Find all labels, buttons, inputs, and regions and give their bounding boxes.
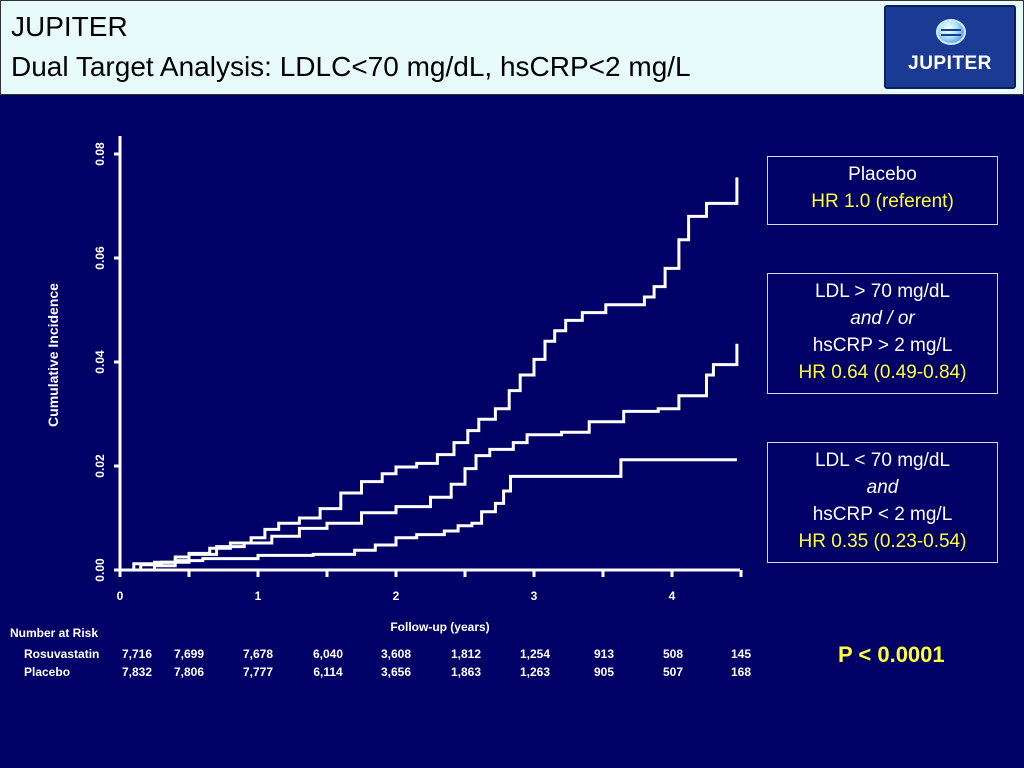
at-risk-cell: 7,699 [174, 647, 204, 661]
at-risk-row-label: Placebo [24, 665, 70, 679]
high-ldl-or-crp-curve [120, 343, 739, 572]
at-risk-cell: 1,812 [451, 647, 481, 661]
legend-label-crp-lt-2: hsCRP < 2 mg/L [812, 504, 953, 525]
x-tick-label: 1 [255, 589, 262, 603]
jupiter-logo: JUPITER [884, 5, 1016, 89]
at-risk-cell: 168 [731, 665, 751, 679]
y-tick-label: 0.06 [93, 246, 107, 270]
at-risk-cell: 1,263 [520, 665, 550, 679]
legend-label-and-or: and / or [850, 308, 915, 329]
legend-box-low-ldl-and-crp: LDL < 70 mg/dL and hsCRP < 2 mg/L HR 0.3… [767, 442, 998, 563]
x-tick-label: 0 [117, 589, 124, 603]
slide-header: JUPITER Dual Target Analysis: LDLC<70 mg… [0, 0, 1024, 95]
legend-box-placebo: Placebo HR 1.0 (referent) [767, 156, 998, 225]
y-tick-label: 0.04 [93, 350, 107, 374]
x-tick-label: 2 [393, 589, 400, 603]
slide-title: JUPITER [11, 11, 128, 42]
at-risk-cell: 6,114 [313, 665, 343, 679]
legend-label-and: and [866, 477, 899, 498]
legend-label-placebo: Placebo [848, 164, 917, 185]
legend-box-high-ldl-or-crp: LDL > 70 mg/dL and / or hsCRP > 2 mg/L H… [767, 273, 998, 394]
at-risk-cell: 508 [663, 647, 683, 661]
y-axis-title: Cumulative Incidence [45, 283, 61, 427]
at-risk-cell: 905 [594, 665, 614, 679]
at-risk-cell: 6,040 [313, 647, 343, 661]
legend-label-ldl-gt-70: LDL > 70 mg/dL [814, 281, 951, 302]
at-risk-title: Number at Risk [10, 626, 98, 640]
at-risk-cell: 913 [594, 647, 614, 661]
chart-axes: 0 1 2 3 4 0.00 0.02 0.04 0.06 0.08 Cumulative Inci… [45, 136, 743, 634]
at-risk-cell: 507 [663, 665, 683, 679]
x-tick-label: 3 [531, 589, 538, 603]
logo-text: JUPITER [908, 53, 992, 74]
at-risk-cell: 7,806 [174, 665, 204, 679]
y-tick-label: 0.08 [93, 142, 107, 166]
legend-label-crp-gt-2: hsCRP > 2 mg/L [812, 335, 953, 356]
slide-subtitle: Dual Target Analysis: LDLC<70 mg/dL, hsC… [11, 51, 691, 82]
at-risk-cell: 7,678 [243, 647, 273, 661]
at-risk-cell: 1,863 [451, 665, 481, 679]
chart-lines [120, 177, 739, 572]
at-risk-cell: 3,608 [381, 647, 411, 661]
hr-placebo: HR 1.0 (referent) [811, 191, 954, 212]
x-tick-label: 4 [669, 589, 676, 603]
at-risk-cell: 3,656 [381, 665, 411, 679]
logo-emblem-icon [936, 19, 966, 45]
at-risk-cell: 1,254 [520, 647, 550, 661]
hr-low-ldl-and-crp: HR 0.35 (0.23-0.54) [798, 531, 967, 552]
at-risk-cell: 7,716 [122, 647, 152, 661]
low-ldl-and-crp-curve [120, 458, 737, 572]
p-value: P < 0.0001 [838, 642, 945, 667]
x-axis-title: Follow-up (years) [390, 620, 489, 634]
at-risk-row-label: Rosuvastatin [24, 647, 99, 661]
at-risk-cell: 145 [731, 647, 751, 661]
placebo-curve [120, 177, 739, 572]
number-at-risk-table: Number at Risk Rosuvastatin 7,716 7,699 7,67… [10, 626, 751, 679]
at-risk-cell: 7,777 [243, 665, 273, 679]
y-tick-label: 0.02 [93, 454, 107, 478]
hr-high-ldl-or-crp: HR 0.64 (0.49-0.84) [798, 362, 967, 383]
y-tick-label: 0.00 [93, 558, 107, 582]
legend-label-ldl-lt-70: LDL < 70 mg/dL [814, 450, 951, 471]
at-risk-cell: 7,832 [122, 665, 152, 679]
